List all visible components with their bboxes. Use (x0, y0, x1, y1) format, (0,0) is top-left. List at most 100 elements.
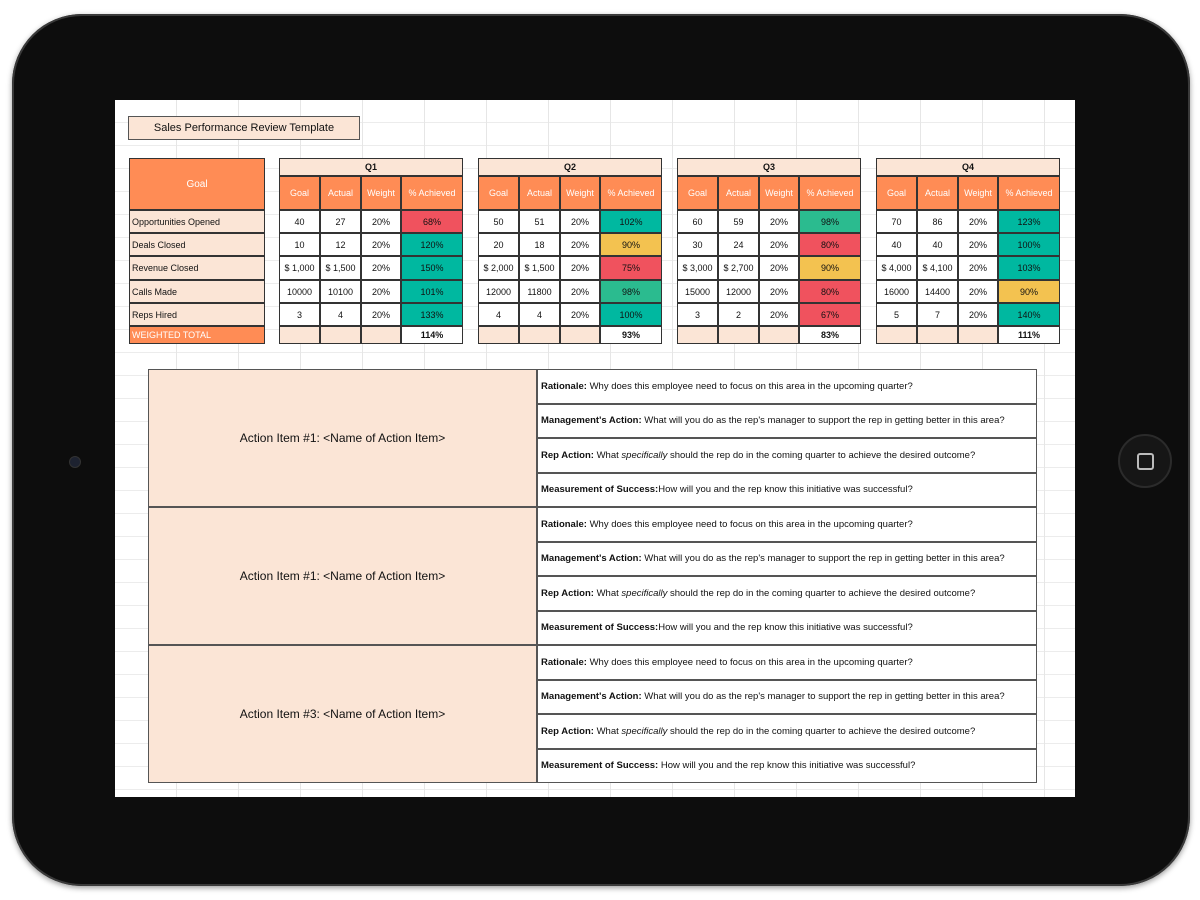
weight-cell[interactable]: 20% (759, 303, 799, 326)
actual-cell[interactable]: $ 1,500 (519, 256, 560, 280)
weight-cell[interactable]: 20% (361, 233, 401, 256)
weight-cell[interactable]: 20% (560, 210, 600, 233)
actual-cell[interactable]: 51 (519, 210, 560, 233)
weighted-total-value[interactable]: 114% (401, 326, 463, 344)
achieved-cell[interactable]: 68% (401, 210, 463, 233)
weight-cell[interactable]: 20% (560, 280, 600, 303)
column-header[interactable]: Actual (519, 176, 560, 210)
weight-cell[interactable]: 20% (958, 256, 998, 280)
achieved-cell[interactable]: 90% (600, 233, 662, 256)
actual-cell[interactable]: 18 (519, 233, 560, 256)
total-cell[interactable] (279, 326, 320, 344)
goal-cell[interactable]: 40 (876, 233, 917, 256)
actual-cell[interactable]: 59 (718, 210, 759, 233)
goal-cell[interactable]: $ 1,000 (279, 256, 320, 280)
column-header[interactable]: Weight (560, 176, 600, 210)
actual-cell[interactable]: 14400 (917, 280, 958, 303)
goal-cell[interactable]: 15000 (677, 280, 718, 303)
column-header[interactable]: % Achieved (600, 176, 662, 210)
weighted-total-label[interactable]: WEIGHTED TOTAL (129, 326, 265, 344)
goal-cell[interactable]: 4 (478, 303, 519, 326)
weighted-total-value[interactable]: 111% (998, 326, 1060, 344)
row-label[interactable]: Calls Made (129, 280, 265, 303)
weight-cell[interactable]: 20% (958, 233, 998, 256)
total-cell[interactable] (478, 326, 519, 344)
action-item-field[interactable]: Measurement of Success: How will you and … (537, 610, 1037, 645)
column-header[interactable]: % Achieved (401, 176, 463, 210)
total-cell[interactable] (958, 326, 998, 344)
column-header[interactable]: Goal (677, 176, 718, 210)
actual-cell[interactable]: 12 (320, 233, 361, 256)
column-header[interactable]: Goal (478, 176, 519, 210)
row-label[interactable]: Reps Hired (129, 303, 265, 326)
column-header[interactable]: Goal (876, 176, 917, 210)
action-item-field[interactable]: Measurement of Success: How will you and … (537, 472, 1037, 507)
action-item-field[interactable]: Rep Action: What specifically should the… (537, 576, 1037, 611)
action-item-field[interactable]: Rationale: Why does this employee need t… (537, 369, 1037, 404)
weight-cell[interactable]: 20% (958, 210, 998, 233)
goal-header[interactable]: Goal (129, 158, 265, 210)
actual-cell[interactable]: $ 1,500 (320, 256, 361, 280)
achieved-cell[interactable]: 100% (998, 233, 1060, 256)
actual-cell[interactable]: 2 (718, 303, 759, 326)
weight-cell[interactable]: 20% (759, 233, 799, 256)
column-header[interactable]: Weight (958, 176, 998, 210)
goal-cell[interactable]: $ 3,000 (677, 256, 718, 280)
weight-cell[interactable]: 20% (958, 280, 998, 303)
actual-cell[interactable]: 86 (917, 210, 958, 233)
actual-cell[interactable]: 10100 (320, 280, 361, 303)
goal-cell[interactable]: 10000 (279, 280, 320, 303)
achieved-cell[interactable]: 67% (799, 303, 861, 326)
total-cell[interactable] (876, 326, 917, 344)
weight-cell[interactable]: 20% (958, 303, 998, 326)
achieved-cell[interactable]: 100% (600, 303, 662, 326)
goal-cell[interactable]: $ 4,000 (876, 256, 917, 280)
weighted-total-value[interactable]: 93% (600, 326, 662, 344)
action-item-field[interactable]: Management's Action: What will you do as… (537, 403, 1037, 438)
actual-cell[interactable]: $ 4,100 (917, 256, 958, 280)
achieved-cell[interactable]: 133% (401, 303, 463, 326)
action-item-name[interactable]: Action Item #3: <Name of Action Item> (148, 645, 537, 783)
quarter-header[interactable]: Q4 (876, 158, 1060, 176)
column-header[interactable]: Weight (361, 176, 401, 210)
goal-cell[interactable]: 30 (677, 233, 718, 256)
total-cell[interactable] (519, 326, 560, 344)
actual-cell[interactable]: 11800 (519, 280, 560, 303)
goal-cell[interactable]: 12000 (478, 280, 519, 303)
actual-cell[interactable]: 27 (320, 210, 361, 233)
weight-cell[interactable]: 20% (361, 303, 401, 326)
action-item-field[interactable]: Management's Action: What will you do as… (537, 679, 1037, 714)
goal-cell[interactable]: $ 2,000 (478, 256, 519, 280)
achieved-cell[interactable]: 90% (998, 280, 1060, 303)
actual-cell[interactable]: 7 (917, 303, 958, 326)
action-item-field[interactable]: Rep Action: What specifically should the… (537, 714, 1037, 749)
weight-cell[interactable]: 20% (560, 233, 600, 256)
goal-cell[interactable]: 60 (677, 210, 718, 233)
goal-cell[interactable]: 3 (279, 303, 320, 326)
goal-cell[interactable]: 16000 (876, 280, 917, 303)
action-item-field[interactable]: Rationale: Why does this employee need t… (537, 645, 1037, 680)
total-cell[interactable] (560, 326, 600, 344)
total-cell[interactable] (320, 326, 361, 344)
goal-cell[interactable]: 40 (279, 210, 320, 233)
achieved-cell[interactable]: 103% (998, 256, 1060, 280)
quarter-header[interactable]: Q3 (677, 158, 861, 176)
actual-cell[interactable]: 24 (718, 233, 759, 256)
row-label[interactable]: Revenue Closed (129, 256, 265, 280)
actual-cell[interactable]: 12000 (718, 280, 759, 303)
column-header[interactable]: % Achieved (998, 176, 1060, 210)
actual-cell[interactable]: 4 (519, 303, 560, 326)
achieved-cell[interactable]: 98% (600, 280, 662, 303)
total-cell[interactable] (677, 326, 718, 344)
goal-cell[interactable]: 20 (478, 233, 519, 256)
total-cell[interactable] (718, 326, 759, 344)
goal-cell[interactable]: 50 (478, 210, 519, 233)
action-item-field[interactable]: Measurement of Success: How will you and… (537, 748, 1037, 783)
actual-cell[interactable]: 40 (917, 233, 958, 256)
weight-cell[interactable]: 20% (361, 256, 401, 280)
weighted-total-value[interactable]: 83% (799, 326, 861, 344)
total-cell[interactable] (759, 326, 799, 344)
action-item-name[interactable]: Action Item #1: <Name of Action Item> (148, 369, 537, 507)
weight-cell[interactable]: 20% (361, 210, 401, 233)
column-header[interactable]: % Achieved (799, 176, 861, 210)
